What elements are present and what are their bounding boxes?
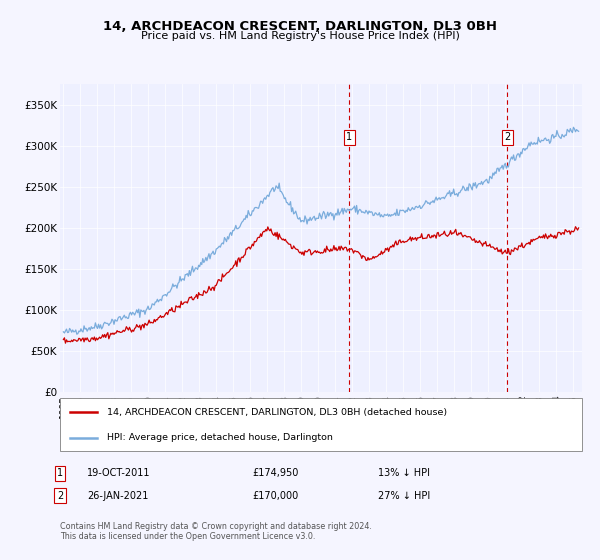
Text: Price paid vs. HM Land Registry's House Price Index (HPI): Price paid vs. HM Land Registry's House … [140, 31, 460, 41]
Text: £174,950: £174,950 [252, 468, 298, 478]
Text: 14, ARCHDEACON CRESCENT, DARLINGTON, DL3 0BH (detached house): 14, ARCHDEACON CRESCENT, DARLINGTON, DL3… [107, 408, 447, 417]
Text: 1: 1 [57, 468, 63, 478]
Text: 19-OCT-2011: 19-OCT-2011 [87, 468, 151, 478]
Text: HPI: Average price, detached house, Darlington: HPI: Average price, detached house, Darl… [107, 433, 333, 442]
Text: Contains HM Land Registry data © Crown copyright and database right 2024.
This d: Contains HM Land Registry data © Crown c… [60, 522, 372, 542]
Text: 1: 1 [346, 132, 352, 142]
Text: 2: 2 [504, 132, 511, 142]
Text: 14, ARCHDEACON CRESCENT, DARLINGTON, DL3 0BH: 14, ARCHDEACON CRESCENT, DARLINGTON, DL3… [103, 20, 497, 32]
Text: 13% ↓ HPI: 13% ↓ HPI [378, 468, 430, 478]
FancyBboxPatch shape [60, 398, 582, 451]
Text: 26-JAN-2021: 26-JAN-2021 [87, 491, 148, 501]
Text: £170,000: £170,000 [252, 491, 298, 501]
Text: 2: 2 [57, 491, 63, 501]
Text: 27% ↓ HPI: 27% ↓ HPI [378, 491, 430, 501]
